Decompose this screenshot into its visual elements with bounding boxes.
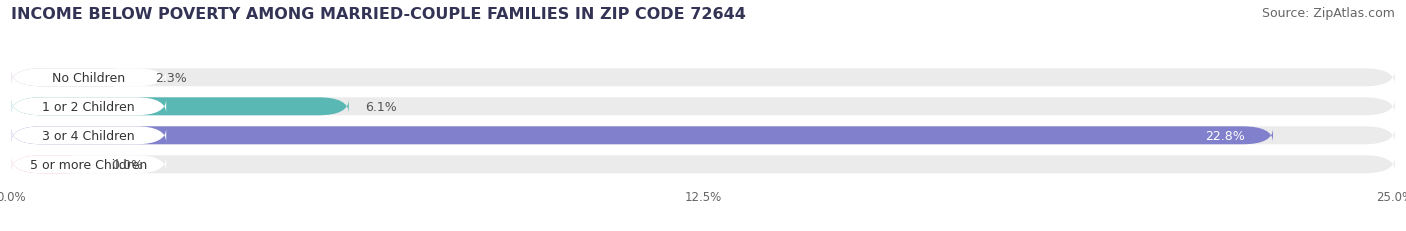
Text: 1 or 2 Children: 1 or 2 Children xyxy=(42,100,135,113)
Text: 0.0%: 0.0% xyxy=(111,158,143,171)
FancyBboxPatch shape xyxy=(11,156,1395,173)
Text: No Children: No Children xyxy=(52,71,125,85)
Text: Source: ZipAtlas.com: Source: ZipAtlas.com xyxy=(1261,7,1395,20)
FancyBboxPatch shape xyxy=(11,156,166,173)
Text: 6.1%: 6.1% xyxy=(366,100,396,113)
FancyBboxPatch shape xyxy=(11,127,166,145)
Text: 3 or 4 Children: 3 or 4 Children xyxy=(42,129,135,142)
Text: 22.8%: 22.8% xyxy=(1205,129,1246,142)
FancyBboxPatch shape xyxy=(11,98,166,116)
FancyBboxPatch shape xyxy=(11,69,166,87)
Text: INCOME BELOW POVERTY AMONG MARRIED-COUPLE FAMILIES IN ZIP CODE 72644: INCOME BELOW POVERTY AMONG MARRIED-COUPL… xyxy=(11,7,747,22)
FancyBboxPatch shape xyxy=(11,156,94,173)
FancyBboxPatch shape xyxy=(11,127,1395,145)
FancyBboxPatch shape xyxy=(11,69,139,87)
Text: 2.3%: 2.3% xyxy=(155,71,187,85)
Text: 5 or more Children: 5 or more Children xyxy=(30,158,148,171)
FancyBboxPatch shape xyxy=(11,69,1395,87)
FancyBboxPatch shape xyxy=(11,98,1395,116)
FancyBboxPatch shape xyxy=(11,127,1272,145)
FancyBboxPatch shape xyxy=(11,98,349,116)
